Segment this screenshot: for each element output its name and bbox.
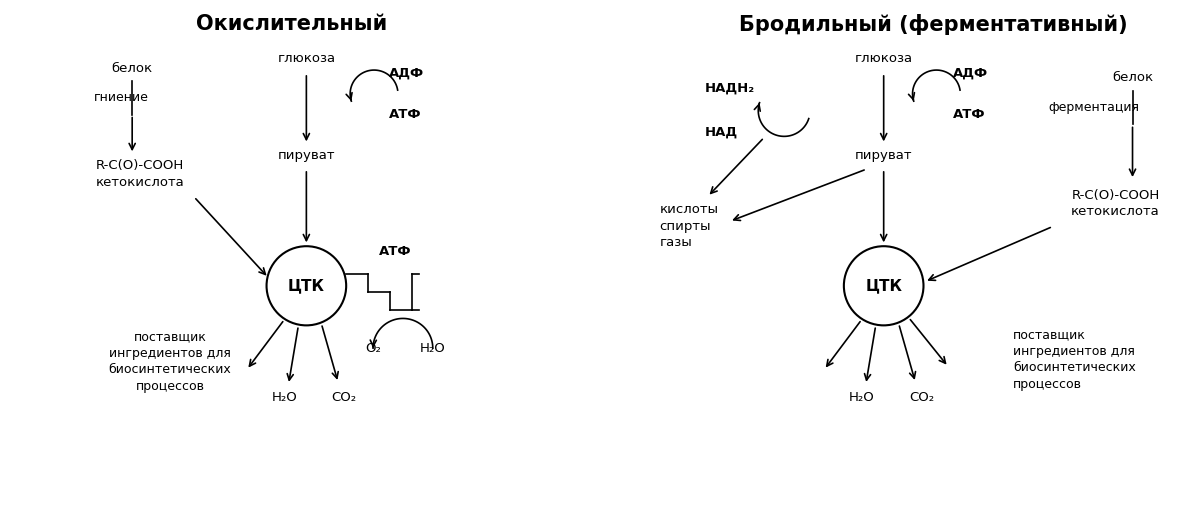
Circle shape: [844, 246, 924, 326]
Text: H₂O: H₂O: [271, 391, 298, 404]
Text: CO₂: CO₂: [908, 391, 934, 404]
Text: АТФ: АТФ: [379, 245, 412, 258]
Text: АДФ: АДФ: [953, 66, 989, 80]
Text: CO₂: CO₂: [331, 391, 356, 404]
Text: H₂O: H₂O: [848, 391, 875, 404]
Text: Бродильный (ферментативный): Бродильный (ферментативный): [739, 14, 1128, 35]
Text: R-C(O)-COOH
кетокислота: R-C(O)-COOH кетокислота: [96, 159, 185, 189]
Text: ЦТК: ЦТК: [865, 278, 902, 293]
Text: глюкоза: глюкоза: [854, 52, 913, 65]
Text: АТФ: АТФ: [389, 108, 421, 121]
Text: гниение: гниение: [95, 91, 149, 104]
Text: белок: белок: [1112, 72, 1153, 84]
Text: НАДН₂: НАДН₂: [704, 81, 755, 95]
Text: ферментация: ферментация: [1048, 101, 1139, 114]
Text: белок: белок: [112, 62, 152, 74]
Text: O₂: O₂: [365, 341, 380, 355]
Text: пируват: пируват: [854, 149, 912, 161]
Text: ЦТК: ЦТК: [288, 278, 325, 293]
Text: H₂O: H₂O: [420, 341, 445, 355]
Circle shape: [266, 246, 346, 326]
Text: АДФ: АДФ: [389, 66, 424, 80]
Text: R-C(O)-COOH
кетокислота: R-C(O)-COOH кетокислота: [1072, 189, 1160, 218]
Text: АТФ: АТФ: [953, 108, 986, 121]
Text: поставщик
ингредиентов для
биосинтетических
процессов: поставщик ингредиентов для биосинтетичес…: [1013, 328, 1136, 391]
Text: глюкоза: глюкоза: [277, 52, 336, 65]
Text: пируват: пируват: [277, 149, 335, 161]
Text: Окислительный: Окислительный: [196, 14, 388, 33]
Text: кислоты
спирты
газы: кислоты спирты газы: [660, 203, 719, 250]
Text: НАД: НАД: [704, 126, 738, 139]
Text: поставщик
ингредиентов для
биосинтетических
процессов: поставщик ингредиентов для биосинтетичес…: [109, 330, 232, 393]
